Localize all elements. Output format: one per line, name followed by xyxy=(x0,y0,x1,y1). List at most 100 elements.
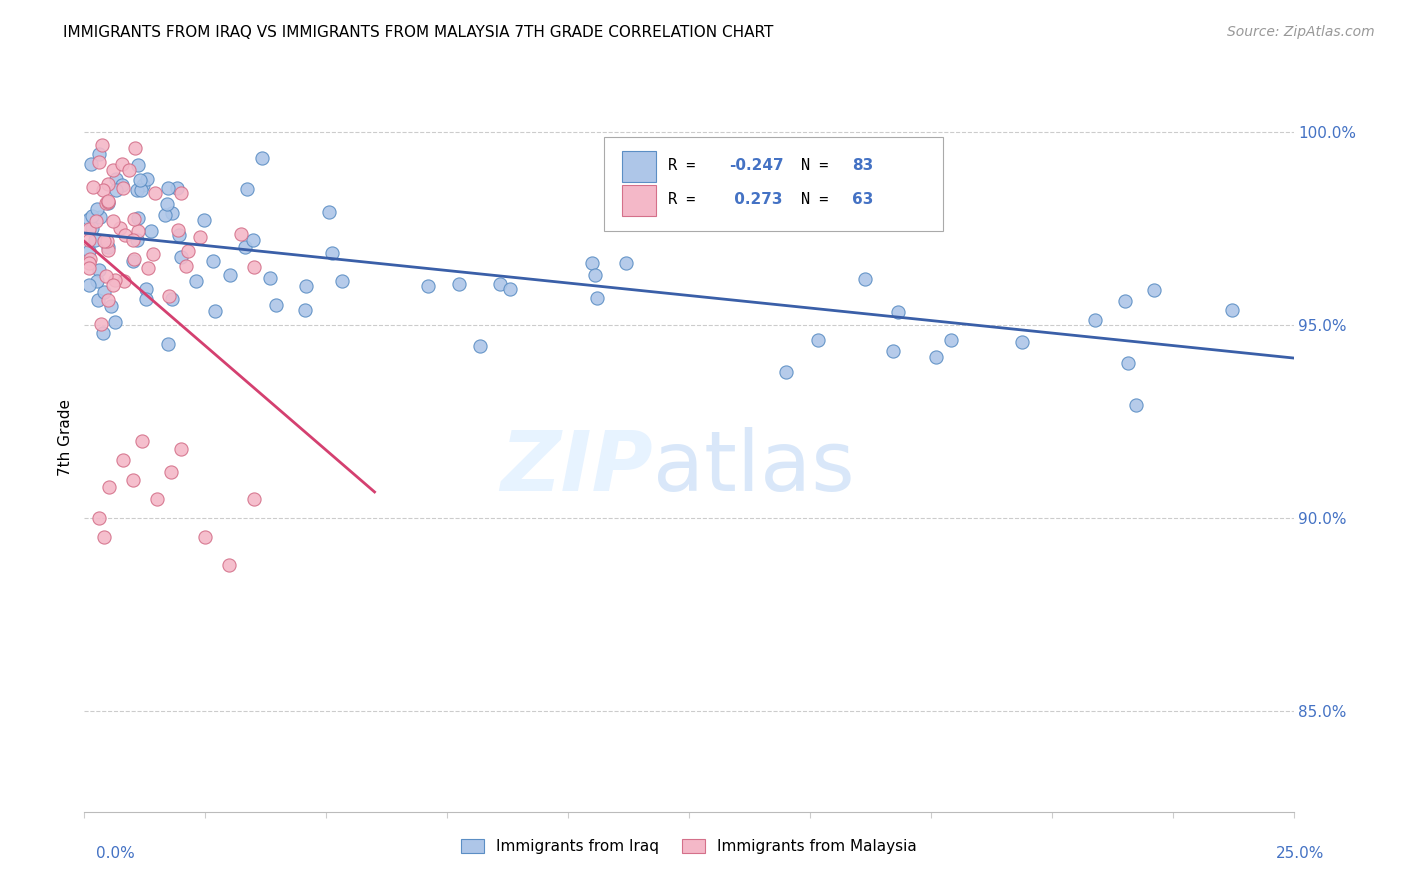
Point xyxy=(135,292,157,306)
Point xyxy=(1143,283,1166,297)
Point xyxy=(97,177,120,191)
Point xyxy=(174,259,197,273)
Point xyxy=(97,195,120,210)
Text: 63: 63 xyxy=(852,192,873,207)
Text: 83: 83 xyxy=(852,159,873,173)
Point xyxy=(177,244,200,259)
Point xyxy=(318,204,340,219)
Point xyxy=(122,211,145,226)
Point xyxy=(295,278,318,293)
Bar xyxy=(623,151,657,182)
Point xyxy=(193,213,215,227)
Point xyxy=(1114,293,1136,308)
Point xyxy=(122,253,145,268)
Point xyxy=(157,180,180,194)
Point xyxy=(91,326,114,340)
Point xyxy=(124,141,146,155)
Point xyxy=(104,171,127,186)
Point xyxy=(155,208,177,222)
Point xyxy=(135,282,157,296)
Point xyxy=(105,183,128,197)
Point xyxy=(242,260,264,274)
Point xyxy=(127,158,149,172)
Point xyxy=(82,209,104,223)
Point xyxy=(112,274,135,288)
Point xyxy=(218,558,240,572)
Point xyxy=(157,289,180,303)
Point xyxy=(79,252,101,267)
Point xyxy=(125,233,148,247)
Point xyxy=(90,317,112,331)
Point xyxy=(1125,398,1147,412)
Text: 0.0%: 0.0% xyxy=(96,847,135,861)
Point xyxy=(1118,356,1140,370)
Point xyxy=(488,277,510,292)
Text: R =: R = xyxy=(668,192,704,207)
Point xyxy=(236,182,259,196)
Point xyxy=(170,186,193,201)
Point xyxy=(97,240,120,254)
FancyBboxPatch shape xyxy=(605,137,943,231)
Point xyxy=(170,442,193,456)
Point xyxy=(188,229,211,244)
Text: 25.0%: 25.0% xyxy=(1277,847,1324,861)
Point xyxy=(166,180,188,194)
Point xyxy=(143,186,166,201)
Point xyxy=(160,292,183,306)
Point xyxy=(86,202,108,216)
Point xyxy=(146,491,169,506)
Point xyxy=(853,272,876,286)
Point xyxy=(941,333,963,347)
Point xyxy=(127,183,149,197)
Point xyxy=(103,162,125,177)
Text: ZIP: ZIP xyxy=(501,426,652,508)
Point xyxy=(127,224,149,238)
Point xyxy=(118,163,141,178)
Point xyxy=(91,138,114,153)
Point xyxy=(129,183,152,197)
Point xyxy=(97,480,120,494)
Point xyxy=(775,365,797,379)
Point xyxy=(160,206,183,220)
Point xyxy=(77,234,100,248)
Point xyxy=(136,261,159,276)
Text: atlas: atlas xyxy=(652,426,855,508)
Point xyxy=(94,196,117,211)
Point xyxy=(87,147,110,161)
Point xyxy=(122,252,145,266)
Point xyxy=(264,298,287,312)
Point xyxy=(111,180,134,194)
Point xyxy=(581,256,603,270)
Y-axis label: 7th Grade: 7th Grade xyxy=(58,399,73,475)
Point xyxy=(77,256,100,270)
Point xyxy=(127,211,149,225)
Point xyxy=(141,224,163,238)
Point xyxy=(259,271,281,285)
Point xyxy=(1084,313,1107,327)
Point xyxy=(132,178,155,193)
Point xyxy=(167,223,190,237)
Point xyxy=(202,254,225,268)
Point xyxy=(82,180,104,194)
Text: IMMIGRANTS FROM IRAQ VS IMMIGRANTS FROM MALAYSIA 7TH GRADE CORRELATION CHART: IMMIGRANTS FROM IRAQ VS IMMIGRANTS FROM … xyxy=(63,25,773,40)
Point xyxy=(231,227,253,241)
Point xyxy=(204,303,226,318)
Point xyxy=(97,293,120,308)
Bar xyxy=(623,185,657,216)
Point xyxy=(114,228,136,243)
Point xyxy=(84,214,107,228)
Point xyxy=(886,304,908,318)
Point xyxy=(108,221,131,235)
Point xyxy=(242,233,264,247)
Point xyxy=(321,246,343,260)
Point xyxy=(294,303,316,318)
Point xyxy=(111,157,134,171)
Point xyxy=(87,293,110,307)
Point xyxy=(167,228,190,243)
Point xyxy=(924,350,946,364)
Point xyxy=(194,531,217,545)
Text: N =: N = xyxy=(801,159,838,173)
Point xyxy=(84,233,107,247)
Point xyxy=(87,155,110,169)
Point xyxy=(121,473,143,487)
